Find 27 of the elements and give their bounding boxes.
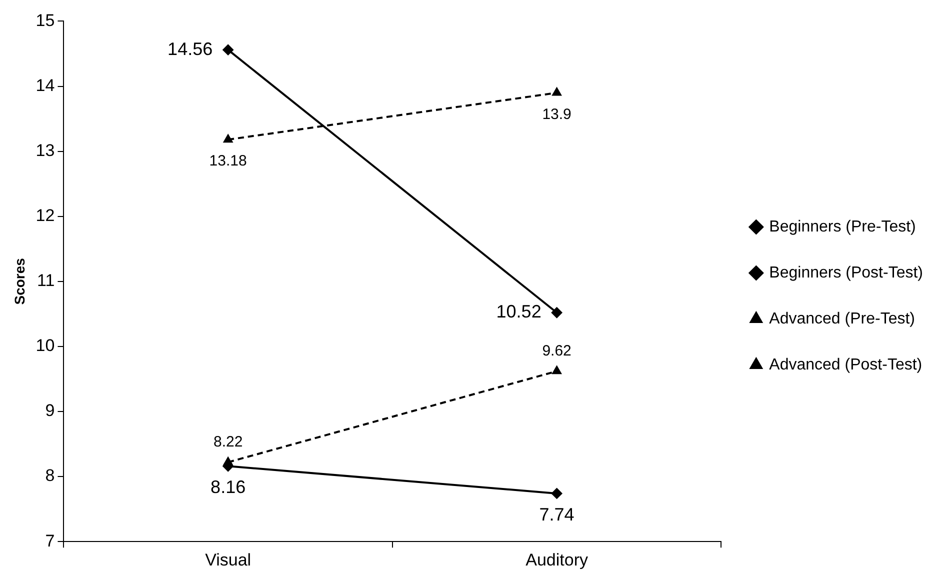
legend-label: Beginners (Pre-Test) [769, 218, 916, 236]
point [551, 307, 562, 318]
data-label: 13.18 [209, 152, 247, 170]
legend-label: Advanced (Post-Test) [769, 356, 922, 374]
point [222, 44, 234, 56]
y-axis-title: Scores [11, 258, 28, 305]
point [551, 488, 562, 499]
y-tick-label: 14 [36, 76, 55, 95]
y-tick-label: 9 [45, 401, 55, 420]
legend-label: Advanced (Pre-Test) [769, 310, 916, 328]
y-tick-label: 7 [45, 531, 55, 550]
x-tick-label: Auditory [526, 550, 588, 570]
y-tick-label: 8 [45, 466, 55, 486]
y-tick-label: 15 [36, 10, 55, 30]
y-tick-label: 12 [36, 206, 55, 226]
y-tick-label: 13 [36, 140, 55, 160]
x-tick-label: Visual [205, 550, 252, 570]
legend-label: Beginners (Post-Test) [769, 264, 924, 282]
data-label: 13.9 [542, 106, 572, 123]
data-label: 14.56 [168, 38, 213, 59]
data-label: 7.74 [539, 504, 574, 524]
data-label: 8.22 [213, 433, 243, 450]
data-label: 10.52 [496, 302, 542, 322]
data-label: 9.62 [542, 342, 572, 360]
y-tick-label: 11 [37, 271, 55, 290]
y-tick-label: 10 [36, 336, 55, 356]
data-label: 8.16 [210, 477, 246, 498]
